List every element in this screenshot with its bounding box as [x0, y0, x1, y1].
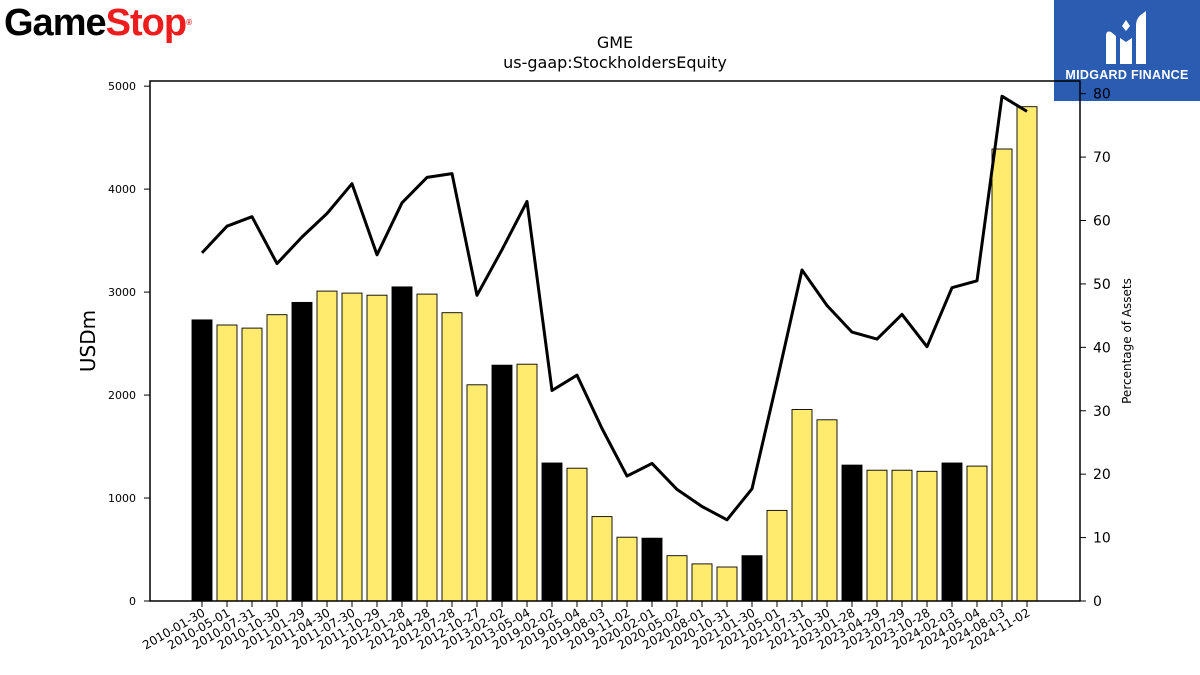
percentage-line: [200, 94, 1028, 522]
y-tick-label: 0: [129, 595, 136, 608]
bar-2013-05-04: [516, 363, 538, 602]
plot-frame: [149, 80, 1081, 602]
bar-2012-01-28: [391, 286, 413, 602]
bar-2010-10-30: [266, 314, 288, 602]
bar-2021-10-30: [816, 419, 838, 602]
bar-2012-10-27: [466, 384, 488, 602]
bar-2019-11-02: [616, 536, 638, 602]
bar-2021-01-30: [741, 555, 763, 602]
chart-title: GME: [597, 33, 633, 52]
chart-subtitle: us-gaap:StockholdersEquity: [503, 53, 727, 72]
y2-axis-label: Percentage of Assets: [1120, 278, 1134, 404]
y2-tick-label: 10: [1093, 531, 1111, 547]
midgard-logo-icon: [1106, 11, 1146, 64]
x-axis-ticks: 2010-01-302010-05-012010-07-312010-10-30…: [140, 601, 1033, 652]
bar-2010-01-30: [191, 319, 213, 602]
bar-2020-05-02: [666, 555, 688, 602]
bar-2020-08-01: [691, 563, 713, 602]
bar-2010-05-01: [216, 324, 238, 602]
y2-axis-ticks: 0 10 20 30 40 50 60 70 80: [1080, 87, 1111, 610]
bar-2024-11-02: [1016, 106, 1038, 602]
bar-2010-07-31: [241, 327, 263, 602]
bar-2011-01-29: [291, 301, 313, 602]
y-tick-label: 2000: [108, 389, 136, 402]
y-tick-label: 4000: [108, 183, 136, 196]
midgard-finance-logo: MIDGARD FINANCE: [1054, 0, 1200, 101]
bar-2011-07-30: [341, 292, 363, 602]
bar-2019-08-03: [591, 516, 613, 602]
bar-2024-02-03: [941, 462, 963, 602]
bar-2021-05-01: [766, 509, 788, 602]
bar-2023-01-28: [841, 464, 863, 602]
bar-2020-02-01: [641, 537, 663, 602]
y2-tick-label: 70: [1093, 150, 1111, 166]
y-tick-label: 1000: [108, 492, 136, 505]
y2-tick-label: 80: [1093, 87, 1111, 103]
bar-2019-02-02: [541, 462, 563, 602]
bar-2012-07-28: [441, 312, 463, 602]
y-axis-label: USDm: [76, 310, 100, 372]
gamestop-logo: GameStop®: [4, 2, 192, 44]
bar-2011-04-30: [316, 290, 338, 602]
y2-tick-label: 40: [1093, 340, 1111, 356]
bar-2011-10-29: [366, 294, 388, 602]
y-tick-label: 5000: [108, 80, 136, 93]
bar-2024-05-04: [966, 465, 988, 602]
bar-2013-02-02: [491, 364, 513, 602]
bar-2023-07-29: [891, 469, 913, 602]
bars-group: [191, 106, 1038, 602]
bar-2020-10-31: [716, 566, 738, 602]
y2-tick-label: 20: [1093, 467, 1111, 483]
y2-tick-label: 50: [1093, 277, 1111, 293]
brand-name: MIDGARD FINANCE: [1065, 68, 1189, 82]
y2-tick-label: 30: [1093, 404, 1111, 420]
bar-2012-04-28: [416, 293, 438, 602]
y2-tick-label: 0: [1093, 594, 1102, 610]
y2-tick-label: 60: [1093, 214, 1111, 230]
bar-2023-04-29: [866, 469, 888, 602]
bar-2024-08-03: [991, 148, 1013, 602]
y-axis-ticks: 0 1000 2000 3000 4000 5000: [108, 80, 150, 608]
bar-2023-10-28: [916, 470, 938, 602]
bar-2019-05-04: [566, 467, 588, 602]
y-tick-label: 3000: [108, 286, 136, 299]
bar-2021-07-31: [791, 409, 813, 602]
